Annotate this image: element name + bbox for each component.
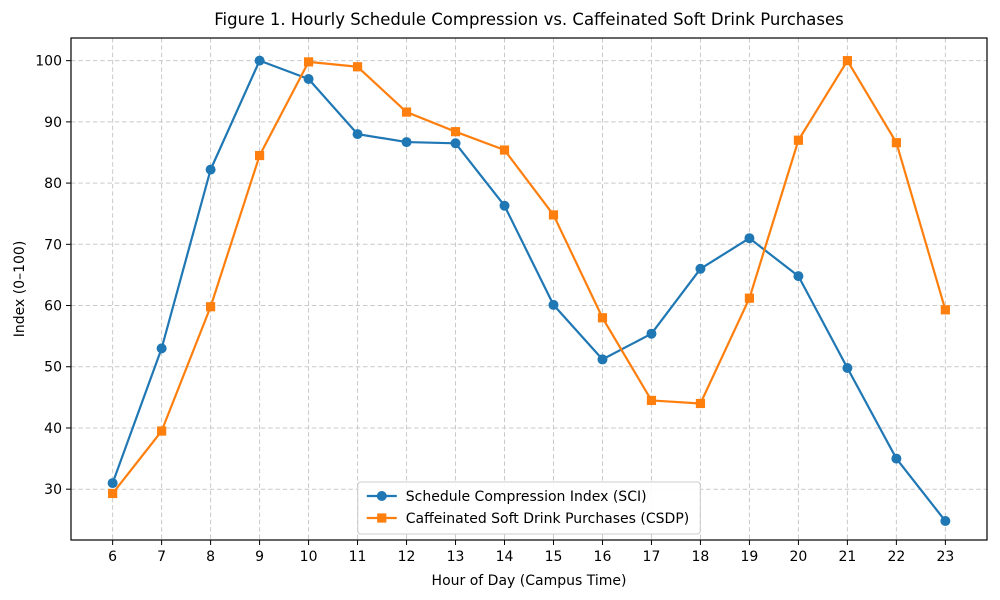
data-point-marker [842, 56, 852, 66]
y-tick-label: 40 [44, 421, 62, 437]
data-point-marker [548, 210, 559, 220]
y-tick-label: 100 [35, 54, 62, 70]
data-point-marker [401, 107, 412, 117]
legend-entry: Schedule Compression Index (SCI) [366, 489, 647, 505]
data-point-marker [744, 233, 755, 244]
x-tick-label: 13 [447, 549, 465, 565]
data-point-marker [940, 516, 951, 527]
x-tick-label: 6 [108, 549, 117, 565]
chart-title: Figure 1. Hourly Schedule Compression vs… [214, 10, 843, 29]
y-axis-label: Index (0–100) [12, 241, 28, 338]
x-tick-label: 14 [496, 549, 514, 565]
data-point-marker [891, 138, 901, 148]
axis-tick-labels: 6 7 8 9 10 11 12 13 14 15 16 17 18 19 20 21 22 23 30 40 50 60… [35, 54, 954, 565]
data-point-marker [376, 491, 387, 501]
y-tick-label: 50 [44, 360, 62, 376]
data-point-marker [377, 513, 387, 523]
data-point-marker [401, 137, 412, 148]
data-point-marker [597, 313, 608, 323]
series-schedule-compression-index-sci [107, 55, 951, 527]
data-point-marker [107, 478, 118, 489]
x-axis-label: Hour of Day (Campus Time) [432, 573, 627, 589]
data-point-marker [352, 129, 363, 140]
data-point-marker [205, 164, 216, 175]
x-tick-label: 20 [789, 549, 807, 565]
data-point-marker [646, 328, 657, 339]
data-point-marker [303, 74, 314, 85]
y-tick-label: 80 [44, 176, 62, 192]
data-point-marker [450, 138, 461, 149]
data-point-marker [108, 488, 118, 499]
data-point-marker [695, 398, 706, 409]
axis-ticks [66, 60, 946, 545]
x-tick-label: 15 [545, 549, 563, 565]
data-point-marker [744, 293, 755, 303]
series-line [111, 59, 947, 523]
x-tick-label: 10 [300, 549, 318, 565]
data-point-marker [450, 127, 461, 137]
data-point-marker [254, 150, 265, 161]
data-point-marker [156, 343, 167, 354]
legend-frame [357, 481, 701, 535]
data-point-marker [157, 426, 167, 436]
data-point-marker [646, 395, 657, 406]
data-point-marker [352, 62, 363, 72]
y-tick-label: 70 [44, 237, 62, 253]
data-point-marker [793, 271, 804, 282]
data-point-marker [206, 302, 216, 312]
data-point-marker [499, 145, 510, 155]
x-tick-label: 12 [398, 549, 416, 565]
x-tick-label: 23 [936, 549, 954, 565]
data-point-marker [793, 135, 804, 145]
legend-entry: Caffeinated Soft Drink Purchases (CSDP) [366, 511, 689, 527]
y-tick-label: 60 [44, 299, 62, 315]
data-point-marker [891, 453, 902, 464]
x-tick-label: 21 [838, 549, 856, 565]
data-point-marker [940, 305, 950, 315]
x-tick-label: 7 [157, 549, 166, 565]
legend: Schedule Compression Index (SCI) Caffeina… [357, 481, 701, 535]
x-tick-label: 11 [349, 549, 367, 565]
plot-border [70, 37, 988, 541]
x-tick-label: 16 [594, 549, 612, 565]
x-tick-label: 8 [206, 549, 215, 565]
x-tick-label: 9 [255, 549, 264, 565]
y-tick-label: 30 [44, 482, 62, 498]
data-point-marker [303, 57, 314, 67]
x-tick-label: 18 [692, 549, 710, 565]
y-tick-label: 90 [44, 115, 62, 131]
legend-label: Caffeinated Soft Drink Purchases (CSDP) [406, 511, 689, 527]
series-line [111, 59, 947, 495]
x-tick-label: 19 [741, 549, 759, 565]
data-point-marker [695, 263, 706, 274]
grid [71, 38, 987, 540]
x-tick-label: 22 [887, 549, 905, 565]
series-caffeinated-soft-drink-purchases-csdp [108, 56, 950, 499]
legend-label: Schedule Compression Index (SCI) [406, 489, 647, 505]
data-point-marker [842, 362, 853, 373]
x-tick-label: 17 [643, 549, 661, 565]
data-point-marker [548, 299, 559, 310]
data-point-marker [499, 200, 510, 211]
data-point-marker [597, 354, 608, 365]
data-point-marker [254, 55, 265, 66]
